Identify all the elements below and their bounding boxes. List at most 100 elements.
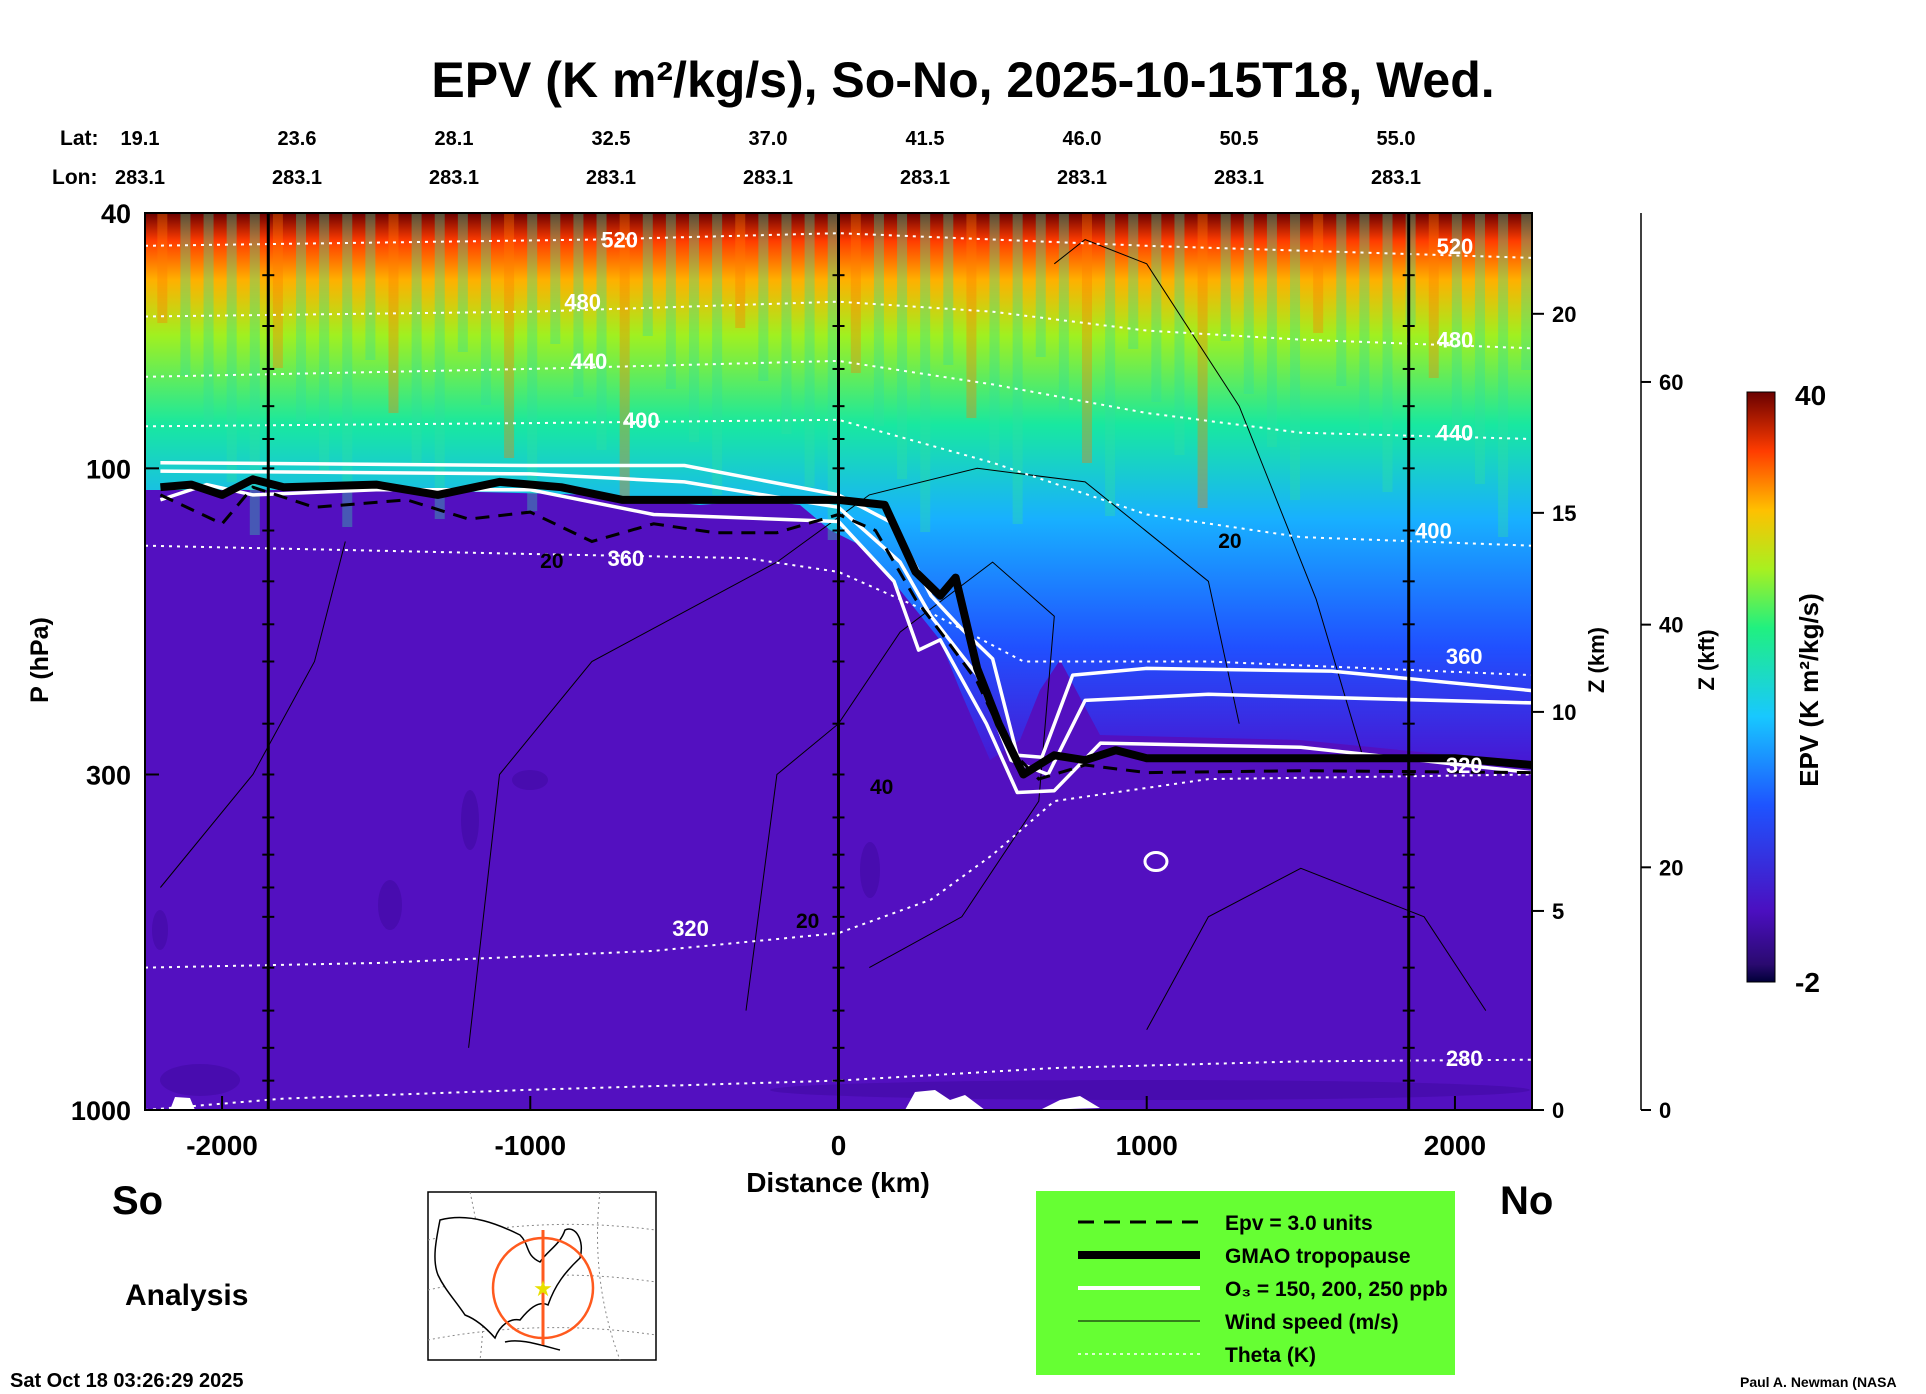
streak [804, 213, 815, 487]
location-star-icon: ★ [533, 1276, 553, 1301]
lon-value: 283.1 [743, 167, 793, 189]
lon-row-label: Lon: [52, 166, 97, 189]
lat-value: 32.5 [592, 128, 631, 150]
legend-label: O₃ = 150, 200, 250 ppb [1225, 1278, 1448, 1301]
streak [411, 213, 422, 466]
streak [157, 213, 168, 323]
streak [1474, 213, 1485, 484]
lat-value: 50.5 [1220, 128, 1259, 150]
theta-contour-label: 360 [607, 546, 644, 571]
epv-streaks [157, 213, 1532, 540]
lat-value: 55.0 [1377, 128, 1416, 150]
y-tick-label: 100 [86, 454, 131, 484]
x-tick-label: -2000 [186, 1130, 258, 1161]
theta-contour-label: 520 [601, 228, 638, 253]
z-kft-axis: 0 20 40 60 [1640, 213, 1683, 1123]
lon-value: 283.1 [586, 167, 636, 189]
legend-label: Epv = 3.0 units [1225, 1212, 1373, 1235]
ozone-closed-contour [1143, 851, 1169, 873]
theta-contour-label: 520 [1437, 234, 1474, 259]
streak [943, 213, 954, 365]
ozone-contours [159, 460, 1532, 873]
x-tick-label: -1000 [494, 1130, 566, 1161]
streak [365, 213, 376, 360]
streak [665, 213, 676, 389]
x-tick-label: 1000 [1116, 1130, 1178, 1161]
z-km-tick-label: 5 [1552, 899, 1564, 924]
gmao-tropopause [160, 475, 1532, 779]
streak [550, 213, 561, 344]
analysis-label: Analysis [125, 1279, 248, 1312]
streak [1359, 213, 1370, 439]
streak [642, 213, 653, 336]
wind-speed-contour [745, 561, 1055, 1011]
z-km-tick-label: 15 [1552, 501, 1576, 526]
lon-value: 283.1 [115, 167, 165, 189]
streak [920, 213, 931, 532]
streak [527, 213, 538, 511]
contour-labels: 520 480 440 400 360 320 520 480 440 400 360 320 280 2… [540, 228, 1482, 1072]
z-kft-tick-label: 0 [1659, 1098, 1671, 1123]
south-end-label: So [112, 1179, 163, 1223]
streak [480, 213, 491, 405]
chart-title: EPV (K m²/kg/s), So-No, 2025-10-15T18, W… [431, 52, 1494, 108]
streak [1220, 213, 1231, 341]
streak [1405, 213, 1416, 325]
streak [619, 213, 630, 503]
lon-value: 283.1 [272, 167, 322, 189]
lon-value: 283.1 [429, 167, 479, 189]
z-kft-tick-label: 60 [1659, 370, 1683, 395]
streak [180, 213, 191, 376]
streak [1521, 213, 1532, 370]
legend: Epv = 3.0 units GMAO tropopause O₃ = 150, … [1078, 1212, 1448, 1367]
north-end-label: No [1500, 1179, 1553, 1223]
lat-value: 23.6 [278, 128, 317, 150]
colorbar-min-label: -2 [1795, 967, 1820, 998]
theta-contour-label: 400 [1415, 519, 1452, 544]
lat-row-label: Lat: [60, 127, 99, 150]
colorbar-title: EPV (K m²/kg/s) [1794, 593, 1824, 787]
tropospheric-patches [152, 770, 1530, 1100]
y-tick-label: 40 [101, 199, 131, 229]
wind-contour-label: 20 [1218, 530, 1241, 553]
z-km-axis: 0 5 10 15 20 [1532, 302, 1576, 1123]
x-tick-label: 0 [831, 1130, 847, 1161]
wind-contour-label: 20 [540, 550, 563, 573]
theta-contour [145, 232, 1532, 259]
credit: Paul A. Newman (NASA [1740, 1374, 1897, 1390]
legend-label: Theta (K) [1225, 1344, 1316, 1367]
streak [781, 213, 792, 434]
lat-value: 19.1 [121, 128, 160, 150]
theta-contour [145, 544, 1532, 677]
x-axis-label: Distance (km) [746, 1167, 930, 1198]
theta-contour-label: 440 [570, 349, 607, 374]
streak [319, 213, 330, 474]
streak [1151, 213, 1162, 402]
z-km-tick-label: 0 [1552, 1098, 1564, 1123]
ozone-contour-150 [160, 460, 1532, 759]
theta-contour-label: 320 [672, 916, 709, 941]
theta-contour-label: 480 [564, 290, 601, 315]
streak [989, 213, 1000, 471]
streak [1105, 213, 1116, 516]
theta-contour-label: 360 [1446, 644, 1483, 669]
gmao-tropopause-line [160, 475, 1532, 779]
theta-contours [145, 232, 1532, 1110]
streak [897, 213, 908, 479]
legend-label: GMAO tropopause [1225, 1245, 1411, 1268]
streak [1382, 213, 1393, 492]
streak [226, 213, 237, 482]
theta-contour [145, 300, 1532, 350]
streak [1313, 213, 1324, 333]
y-axis-label: P (hPa) [26, 617, 54, 703]
streak [712, 213, 723, 495]
colorbar-max-label: 40 [1795, 380, 1826, 411]
z-kft-label: Z (kft) [1694, 629, 1719, 690]
streak [735, 213, 746, 328]
wind-speed-contour [1146, 867, 1487, 1031]
streak [1035, 213, 1046, 357]
section-vertical-lines [262, 213, 1415, 1110]
streak [1336, 213, 1347, 386]
wind-speed-contour [160, 541, 346, 888]
distance-axis: -2000 -1000 0 1000 2000 [186, 1096, 1486, 1161]
